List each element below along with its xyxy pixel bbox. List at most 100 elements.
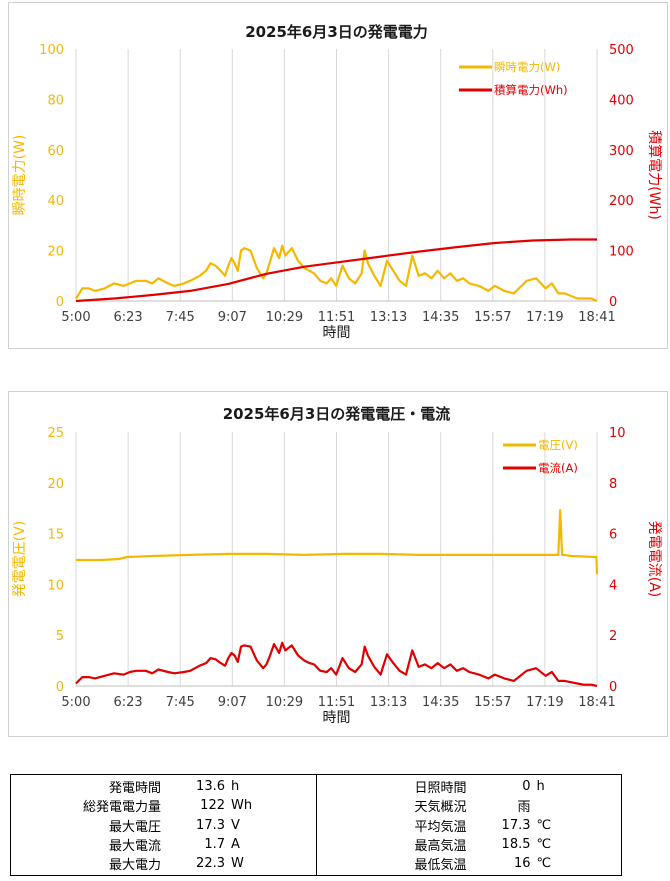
summary-row: 最大電圧 17.3 V bbox=[11, 815, 316, 835]
summary-label: 天気概況 bbox=[414, 800, 467, 816]
x-tick-label: 6:23 bbox=[113, 695, 142, 710]
summary-unit: A bbox=[231, 836, 240, 852]
summary-value: 1.7 bbox=[204, 836, 225, 852]
y-left-tick-label: 20 bbox=[47, 245, 64, 260]
summary-row: 平均気温 17.3 ℃ bbox=[317, 815, 622, 835]
legend-label: 積算電力(Wh) bbox=[494, 83, 568, 97]
x-tick-label: 10:29 bbox=[266, 695, 303, 710]
summary-label: 最大電圧 bbox=[108, 819, 161, 835]
y-right-tick-label: 200 bbox=[609, 194, 634, 209]
power-chart-panel: 2025年6月3日の発電電力 5:00 6:23 7:45 9:07 10:29 11:51… bbox=[8, 2, 668, 349]
y-right-tick-label: 2 bbox=[609, 629, 617, 644]
summary-label: 最高気温 bbox=[414, 838, 467, 854]
x-tick-label: 6:23 bbox=[113, 310, 142, 325]
summary-unit: ℃ bbox=[536, 836, 552, 852]
summary-label: 日照時間 bbox=[414, 781, 467, 797]
summary-unit: ℃ bbox=[536, 817, 552, 833]
summary-row: 日照時間 0 h bbox=[317, 777, 622, 796]
summary-value: 雨 bbox=[517, 800, 531, 816]
series-line-left bbox=[75, 244, 598, 303]
summary-value: 122 bbox=[200, 798, 225, 814]
legend-label: 電圧(V) bbox=[538, 438, 578, 452]
x-tick-label: 17:19 bbox=[526, 310, 563, 325]
y-left-tick-label: 20 bbox=[47, 477, 64, 492]
x-tick-label: 5:00 bbox=[61, 310, 90, 325]
summary-unit: h bbox=[536, 779, 545, 795]
power-chart: 2025年6月3日の発電電力 5:00 6:23 7:45 9:07 10:29 11:51… bbox=[12, 23, 662, 341]
x-tick-label: 18:41 bbox=[578, 695, 615, 710]
summary-row: 最高気温 18.5 ℃ bbox=[317, 835, 622, 854]
legend-label: 電流(A) bbox=[538, 461, 578, 475]
series-line-right bbox=[75, 641, 598, 688]
y-left-tick-label: 40 bbox=[47, 194, 64, 209]
y-left-tick-label: 5 bbox=[56, 629, 64, 644]
summary-row: 最低気温 16 ℃ bbox=[317, 854, 622, 873]
summary-row: 総発電電力量 122 Wh bbox=[11, 796, 316, 815]
y-right-axis-title: 発電電流(A) bbox=[646, 521, 662, 598]
y-right-tick-label: 0 bbox=[609, 295, 617, 310]
voltage-current-chart: 2025年6月3日の発電電圧・電流 5:00 6:23 7:45 9:07 10:29 11… bbox=[12, 405, 662, 726]
y-right-tick-label: 4 bbox=[609, 578, 617, 593]
y-left-tick-label: 10 bbox=[47, 578, 64, 593]
voltage-current-chart-panel: 2025年6月3日の発電電圧・電流 5:00 6:23 7:45 9:07 10:29 11… bbox=[8, 391, 668, 737]
summary-label: 最大電力 bbox=[108, 857, 161, 873]
summary-right-column: 日照時間 0 h 天気概況 雨 平均気温 17.3 ℃ 最高気温 18.5 ℃ 最低気温 16 ℃ bbox=[315, 775, 622, 875]
series-line-left bbox=[76, 509, 599, 575]
y-left-tick-label: 80 bbox=[47, 93, 64, 108]
legend-label: 瞬時電力(W) bbox=[494, 60, 560, 74]
x-tick-label: 14:35 bbox=[422, 310, 459, 325]
y-left-tick-label: 100 bbox=[39, 43, 64, 58]
y-left-axis-title: 発電電圧(V) bbox=[12, 521, 28, 598]
x-tick-label: 5:00 bbox=[61, 695, 90, 710]
summary-row: 最大電力 22.3 W bbox=[11, 854, 316, 873]
x-tick-label: 17:19 bbox=[526, 695, 563, 710]
y-left-tick-label: 15 bbox=[47, 528, 64, 543]
summary-table: 発電時間 13.6 h 総発電電力量 122 Wh 最大電圧 17.3 V 最大電流 1.7 A… bbox=[10, 774, 622, 876]
x-axis-title: 時間 bbox=[323, 710, 351, 726]
chart-title: 2025年6月3日の発電電圧・電流 bbox=[223, 405, 451, 423]
y-right-tick-label: 10 bbox=[609, 426, 626, 441]
summary-label: 発電時間 bbox=[108, 781, 161, 797]
y-left-axis-title: 瞬時電力(W) bbox=[12, 135, 28, 216]
summary-unit: V bbox=[231, 817, 240, 833]
summary-row: 発電時間 13.6 h bbox=[11, 777, 316, 796]
x-tick-label: 18:41 bbox=[578, 310, 615, 325]
x-tick-label: 15:57 bbox=[474, 695, 511, 710]
summary-row: 最大電流 1.7 A bbox=[11, 835, 316, 854]
summary-unit: W bbox=[231, 855, 244, 871]
x-tick-label: 11:51 bbox=[318, 310, 355, 325]
summary-value: 17.3 bbox=[196, 817, 225, 833]
y-left-tick-label: 0 bbox=[56, 680, 64, 695]
summary-unit: ℃ bbox=[536, 855, 552, 871]
chart-title: 2025年6月3日の発電電力 bbox=[245, 23, 428, 41]
x-tick-label: 15:57 bbox=[474, 310, 511, 325]
summary-label: 最大電流 bbox=[108, 838, 161, 854]
y-right-tick-label: 0 bbox=[609, 680, 617, 695]
x-tick-label: 11:51 bbox=[318, 695, 355, 710]
summary-unit: Wh bbox=[231, 798, 253, 814]
y-right-tick-label: 8 bbox=[609, 477, 617, 492]
x-tick-label: 9:07 bbox=[218, 310, 247, 325]
summary-row: 天気概況 雨 bbox=[317, 796, 622, 815]
y-left-tick-label: 25 bbox=[47, 426, 64, 441]
summary-value: 0 bbox=[522, 779, 531, 795]
y-right-tick-label: 300 bbox=[609, 144, 634, 159]
y-right-axis-title: 積算電力(Wh) bbox=[646, 130, 662, 220]
x-tick-label: 7:45 bbox=[166, 695, 195, 710]
y-right-tick-label: 100 bbox=[609, 245, 634, 260]
series-line-right bbox=[75, 238, 597, 303]
summary-label: 総発電電力量 bbox=[82, 800, 161, 816]
x-axis-title: 時間 bbox=[323, 325, 351, 341]
summary-left-column: 発電時間 13.6 h 総発電電力量 122 Wh 最大電圧 17.3 V 最大電流 1.7 A… bbox=[11, 775, 316, 875]
x-tick-label: 13:13 bbox=[370, 695, 407, 710]
y-left-tick-label: 0 bbox=[56, 295, 64, 310]
summary-value: 17.3 bbox=[501, 817, 531, 833]
summary-label: 平均気温 bbox=[414, 819, 467, 835]
x-tick-label: 9:07 bbox=[218, 695, 247, 710]
x-tick-label: 13:13 bbox=[370, 310, 407, 325]
summary-value: 18.5 bbox=[501, 836, 531, 852]
summary-label: 最低気温 bbox=[414, 857, 467, 873]
y-right-tick-label: 500 bbox=[609, 43, 634, 58]
summary-value: 13.6 bbox=[196, 779, 225, 795]
summary-unit: h bbox=[231, 779, 240, 795]
